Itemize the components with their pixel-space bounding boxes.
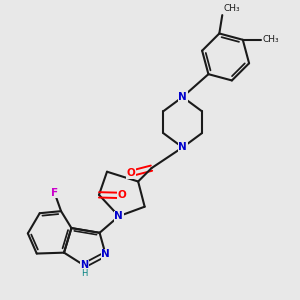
Text: O: O [118, 190, 126, 200]
Text: N: N [115, 211, 123, 221]
Text: N: N [101, 249, 110, 259]
Text: N: N [178, 142, 187, 152]
Text: O: O [126, 169, 135, 178]
Text: F: F [51, 188, 58, 198]
Text: H: H [82, 269, 88, 278]
Text: CH₃: CH₃ [223, 4, 240, 13]
Text: N: N [178, 92, 187, 102]
Text: CH₃: CH₃ [262, 35, 279, 44]
Text: N: N [80, 260, 88, 270]
